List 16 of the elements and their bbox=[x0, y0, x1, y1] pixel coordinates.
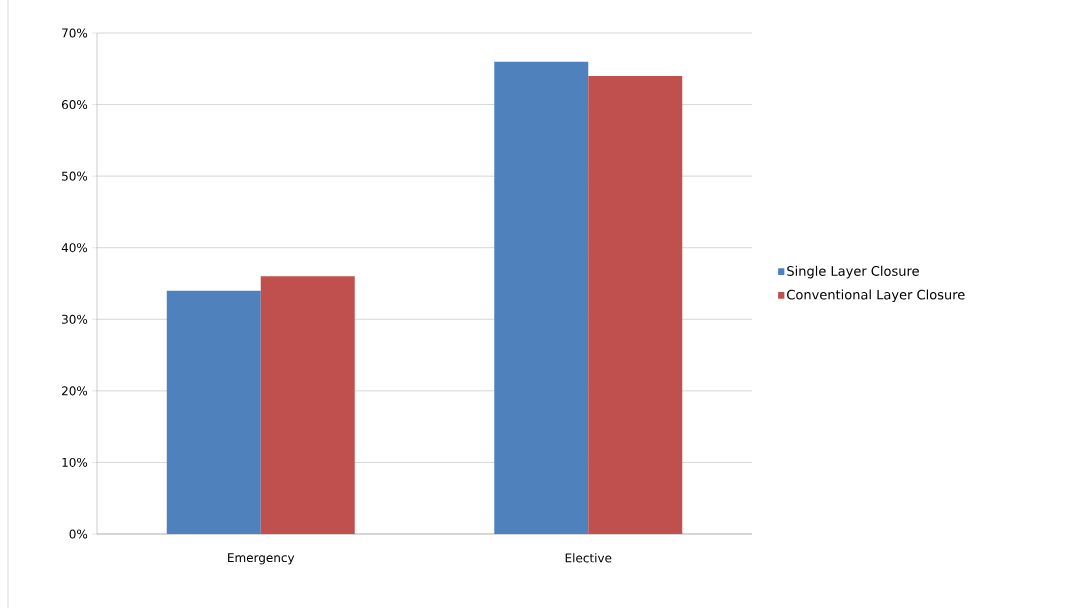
bar bbox=[166, 290, 261, 534]
legend-label: Single Layer Closure bbox=[787, 265, 919, 279]
y-tick-label: 0% bbox=[69, 529, 88, 539]
y-tick-label: 60% bbox=[61, 100, 88, 110]
y-tick-label: 20% bbox=[62, 386, 88, 396]
y-tick-label: 70% bbox=[62, 28, 88, 38]
x-tick-label: Emergency bbox=[228, 553, 295, 565]
y-tick-label: 40% bbox=[61, 243, 88, 253]
bar bbox=[260, 276, 355, 534]
x-tick-label: Elective bbox=[565, 553, 612, 563]
legend-label: Conventional Layer Closure bbox=[787, 289, 965, 303]
bar bbox=[588, 75, 683, 534]
bar bbox=[494, 61, 589, 534]
y-tick-label: 10% bbox=[62, 457, 88, 467]
y-tick-label: 30% bbox=[62, 314, 88, 324]
y-tick-label: 50% bbox=[62, 171, 88, 181]
